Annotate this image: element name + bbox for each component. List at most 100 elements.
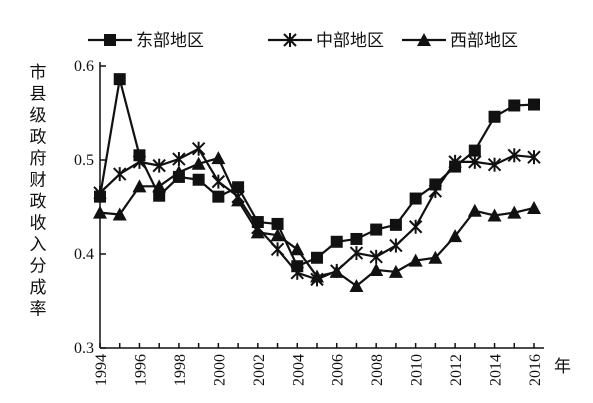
x-tick-label: 2016 — [527, 354, 544, 386]
legend-item: 西部地区 — [402, 31, 518, 51]
x-tick-label: 2008 — [369, 354, 386, 386]
y-axis-title-char: 级 — [30, 106, 47, 126]
data-point-square — [192, 173, 205, 186]
data-point-triangle — [527, 200, 541, 214]
data-point-asterisk — [290, 265, 304, 280]
y-tick-label: 0.3 — [74, 340, 94, 357]
legend-marker-square — [104, 34, 116, 46]
x-tick-label: 2012 — [448, 354, 465, 386]
data-point-asterisk — [448, 154, 462, 169]
x-tick-label: 2010 — [409, 354, 426, 386]
data-point-asterisk — [408, 219, 423, 234]
series-square — [94, 73, 540, 273]
data-point-square — [153, 189, 166, 202]
data-point-square — [409, 192, 422, 205]
x-axis-title: 年 — [554, 357, 571, 377]
data-point-square — [271, 217, 284, 230]
data-point-triangle — [132, 179, 147, 193]
data-point-triangle — [388, 264, 403, 278]
data-point-asterisk — [152, 158, 166, 173]
data-point-triangle — [349, 278, 364, 292]
data-point-triangle — [369, 262, 384, 276]
legend-item: 东部地区 — [88, 31, 204, 51]
data-point-triangle — [250, 225, 265, 239]
y-axis-title-char: 财 — [30, 171, 47, 191]
data-point-triangle — [211, 151, 226, 165]
data-point-asterisk — [270, 242, 285, 257]
y-axis-title-char: 市 — [30, 63, 47, 83]
y-axis-title-char: 政 — [30, 192, 47, 212]
axes: 0.3 0.4 0.5 0.6 1994 1996 1998 2000 2002 2004 2006… — [74, 58, 544, 386]
data-point-asterisk — [113, 167, 127, 182]
data-point-square — [232, 181, 245, 194]
data-point-asterisk — [172, 152, 186, 167]
data-point-triangle — [171, 165, 186, 179]
data-point-asterisk — [211, 174, 226, 189]
data-point-asterisk — [349, 246, 364, 261]
data-point-square — [488, 110, 501, 123]
data-point-square — [311, 251, 323, 264]
data-point-square — [350, 232, 363, 245]
data-point-asterisk — [507, 148, 521, 163]
y-tick-label: 0.6 — [74, 58, 94, 75]
data-point-triangle — [112, 207, 127, 221]
legend-label: 东部地区 — [136, 31, 204, 51]
series-line — [98, 78, 535, 268]
data-point-triangle — [152, 179, 167, 193]
data-point-asterisk — [468, 154, 482, 169]
data-point-asterisk — [527, 150, 541, 165]
y-axis-title-char: 政 — [30, 128, 47, 148]
data-point-triangle — [310, 269, 324, 283]
data-point-triangle — [507, 205, 522, 219]
series-triangle — [93, 151, 541, 292]
series-layer — [93, 73, 541, 292]
legend-label: 西部地区 — [450, 31, 518, 51]
y-tick-label: 0.4 — [74, 246, 94, 263]
y-axis-title-char: 收 — [30, 214, 47, 234]
data-point-square — [468, 144, 481, 157]
data-point-triangle — [93, 205, 107, 219]
data-point-triangle — [467, 203, 482, 217]
data-point-square — [113, 73, 126, 86]
data-point-square — [212, 190, 225, 203]
y-axis-title-char: 府 — [30, 149, 47, 169]
legend-label: 中部地区 — [316, 31, 384, 51]
x-tick-label: 2004 — [290, 354, 307, 386]
legend-item: 中部地区 — [268, 31, 384, 51]
data-point-asterisk — [369, 249, 383, 264]
series-line — [99, 157, 535, 288]
data-point-triangle — [428, 250, 443, 264]
data-point-triangle — [408, 253, 423, 267]
data-point-square — [370, 223, 383, 236]
y-axis-title-char: 成 — [30, 278, 47, 298]
data-point-asterisk — [389, 238, 403, 253]
x-tick-label: 1994 — [93, 354, 110, 386]
data-point-asterisk — [428, 184, 443, 199]
data-point-triangle — [270, 228, 285, 242]
legend: 东部地区 中部地区 西部地区 — [88, 31, 518, 51]
data-point-triangle — [448, 229, 463, 243]
x-tick-label: 2006 — [330, 354, 347, 386]
y-axis-title-char: 入 — [30, 235, 47, 255]
data-point-asterisk — [93, 185, 107, 200]
data-point-triangle — [191, 156, 206, 170]
data-point-asterisk — [191, 141, 206, 156]
x-tick-label: 2000 — [211, 354, 228, 386]
data-point-asterisk — [132, 154, 147, 169]
data-point-triangle — [290, 242, 305, 256]
data-point-square — [330, 235, 343, 248]
x-tick-label: 2002 — [251, 354, 268, 386]
y-axis-title-char: 分 — [30, 257, 47, 277]
data-point-square — [508, 99, 521, 112]
y-axis-title-char: 县 — [30, 85, 47, 105]
data-point-triangle — [329, 264, 344, 278]
data-point-triangle — [231, 193, 246, 207]
legend-marker-asterisk — [283, 33, 297, 47]
data-point-square — [389, 218, 402, 231]
data-point-square — [528, 98, 540, 111]
legend-marker-triangle — [417, 33, 431, 46]
data-point-asterisk — [487, 157, 502, 172]
y-tick-label: 0.5 — [74, 152, 94, 169]
